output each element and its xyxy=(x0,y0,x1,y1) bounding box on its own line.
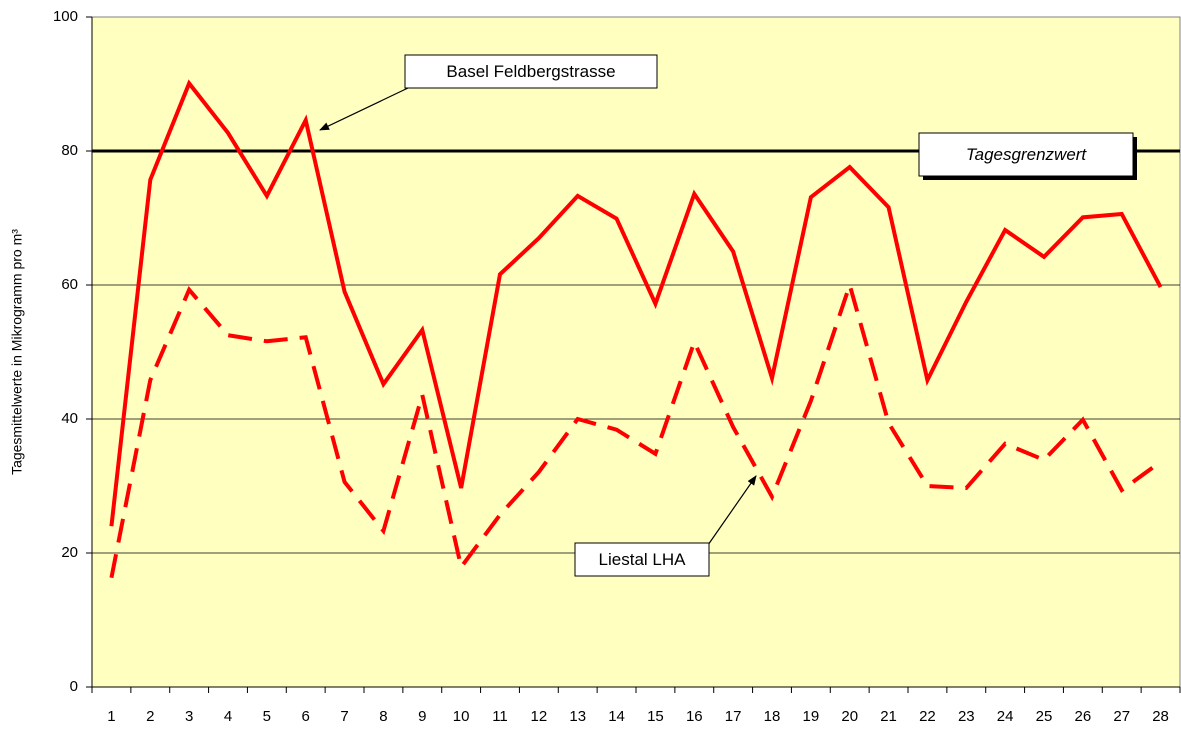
x-tick-label: 24 xyxy=(997,708,1014,725)
series-annotation: Liestal LHA xyxy=(599,550,687,569)
x-tick-label: 25 xyxy=(1036,708,1053,725)
x-tick-label: 27 xyxy=(1113,708,1130,725)
threshold-label: Tagesgrenzwert xyxy=(966,145,1088,164)
y-axis-label: Tagesmittelwerte in Mikrogramm pro m³ xyxy=(9,229,25,475)
x-tick-label: 9 xyxy=(418,708,426,725)
x-tick-label: 5 xyxy=(263,708,271,725)
x-tick-label: 8 xyxy=(379,708,387,725)
x-tick-label: 23 xyxy=(958,708,975,725)
x-tick-label: 16 xyxy=(686,708,703,725)
x-tick-label: 26 xyxy=(1075,708,1092,725)
series-annotation-box xyxy=(404,54,658,89)
x-tick-label: 17 xyxy=(725,708,742,725)
x-tick-label: 10 xyxy=(453,708,470,725)
x-tick-label: 22 xyxy=(919,708,936,725)
series-line xyxy=(109,278,1162,579)
series-line xyxy=(109,79,1163,527)
x-tick-label: 18 xyxy=(764,708,781,725)
x-tick-label: 2 xyxy=(146,708,154,725)
series-annotation: Basel Feldbergstrasse xyxy=(446,62,615,81)
x-tick-label: 14 xyxy=(608,708,625,725)
y-tick-label: 20 xyxy=(61,544,78,561)
y-tick-label: 100 xyxy=(53,8,78,25)
threshold-label-box xyxy=(918,132,1134,177)
x-tick-label: 12 xyxy=(531,708,548,725)
y-tick-label: 60 xyxy=(61,276,78,293)
x-tick-label: 4 xyxy=(224,708,232,725)
x-tick-label: 7 xyxy=(340,708,348,725)
annotation-arrow xyxy=(319,87,409,131)
x-tick-label: 1 xyxy=(107,708,115,725)
x-tick-label: 20 xyxy=(841,708,858,725)
x-tick-label: 3 xyxy=(185,708,193,725)
y-tick-label: 0 xyxy=(70,678,78,695)
annotation-arrow xyxy=(707,475,757,546)
x-tick-label: 19 xyxy=(803,708,820,725)
x-tick-label: 11 xyxy=(492,708,508,725)
y-tick-label: 40 xyxy=(61,410,78,427)
x-tick-label: 6 xyxy=(302,708,310,725)
x-tick-label: 21 xyxy=(880,708,897,725)
x-tick-label: 28 xyxy=(1152,708,1169,725)
y-tick-label: 80 xyxy=(61,142,78,159)
series-annotation-box xyxy=(574,542,710,577)
x-tick-label: 13 xyxy=(569,708,586,725)
x-tick-label: 15 xyxy=(647,708,664,725)
plot-area xyxy=(91,16,1181,688)
